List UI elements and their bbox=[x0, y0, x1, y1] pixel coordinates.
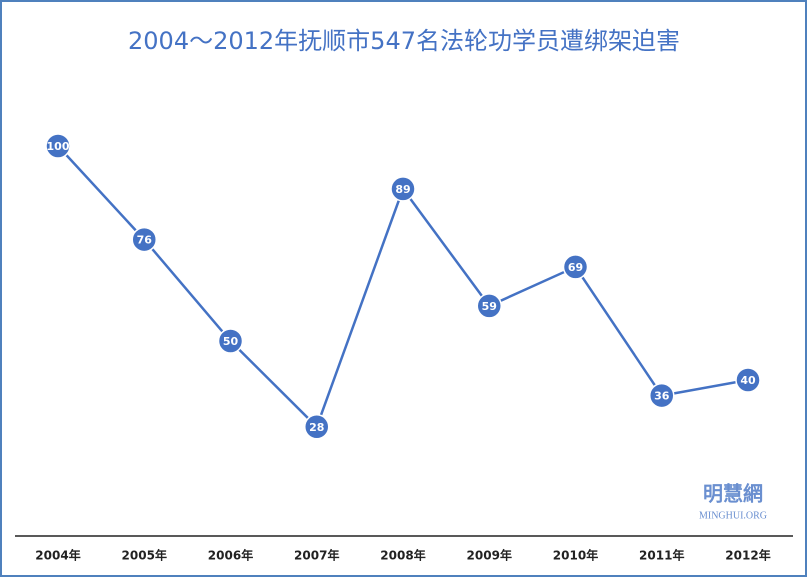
data-label: 50 bbox=[223, 335, 239, 348]
data-label: 76 bbox=[137, 234, 153, 247]
x-tick-label: 2012年 bbox=[725, 548, 770, 563]
data-label: 89 bbox=[395, 183, 410, 196]
data-label: 59 bbox=[482, 300, 497, 313]
data-label: 100 bbox=[47, 140, 70, 153]
data-label: 69 bbox=[568, 261, 583, 274]
x-tick-label: 2010年 bbox=[553, 548, 598, 563]
x-tick-label: 2006年 bbox=[208, 548, 253, 563]
data-point bbox=[45, 133, 71, 159]
watermark-url: MINGHUI.ORG bbox=[699, 510, 767, 521]
data-point bbox=[131, 226, 157, 253]
data-point bbox=[304, 414, 330, 440]
x-tick-label: 2011年 bbox=[639, 548, 684, 563]
x-tick-label: 2008年 bbox=[380, 548, 425, 563]
data-label: 28 bbox=[309, 421, 324, 434]
data-point bbox=[217, 328, 244, 354]
data-point bbox=[649, 382, 675, 409]
x-tick-label: 2007年 bbox=[294, 548, 339, 563]
data-point bbox=[735, 367, 761, 393]
data-point bbox=[562, 254, 589, 280]
watermark-logo: 明慧網 bbox=[703, 482, 763, 506]
x-tick-label: 2009年 bbox=[467, 548, 512, 563]
data-point bbox=[476, 293, 502, 319]
data-label: 36 bbox=[654, 390, 670, 403]
x-tick-label: 2004年 bbox=[35, 548, 80, 563]
x-tick-label: 2005年 bbox=[122, 548, 167, 563]
chart-title: 2004～2012年抚顺市547名法轮功学员遭绑架迫害 bbox=[128, 27, 680, 55]
data-point bbox=[390, 176, 416, 202]
data-label: 40 bbox=[740, 374, 756, 387]
